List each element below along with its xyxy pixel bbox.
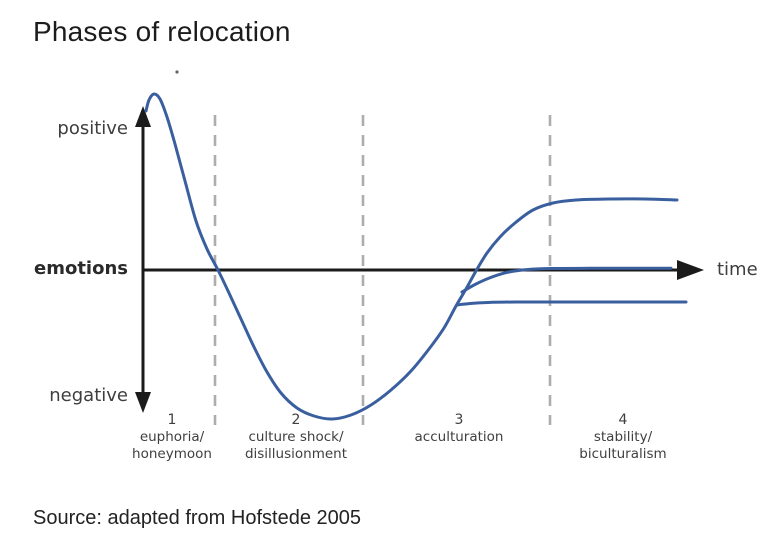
phase-label-line1: stability/ <box>593 429 653 445</box>
phase-1-label: 1 euphoria/ honeymoon <box>92 411 252 462</box>
x-axis-title-time: time <box>717 259 758 280</box>
phase-number: 4 <box>618 412 628 428</box>
phase-3-label: 3 acculturation <box>379 411 539 446</box>
phase-label-line1: culture shock/ <box>248 429 344 445</box>
phase-number: 3 <box>454 412 464 428</box>
source-note: Source: adapted from Hofstede 2005 <box>33 507 361 529</box>
phase-label-line2: disillusionment <box>244 445 348 462</box>
y-axis-label-positive: positive <box>57 118 128 139</box>
phase-number: 1 <box>167 412 177 428</box>
phase-label-line2: biculturalism <box>579 445 667 462</box>
page-title: Phases of relocation <box>33 16 291 47</box>
phase-4-label: 4 stability/ biculturalism <box>543 411 703 462</box>
phase-label-line1: acculturation <box>414 429 504 445</box>
phase-number: 2 <box>291 412 301 428</box>
y-axis-title-emotions: emotions <box>34 258 128 279</box>
phase-2-label: 2 culture shock/ disillusionment <box>216 411 376 462</box>
phase-label-line1: euphoria/ <box>139 429 205 445</box>
phase-label-line2: honeymoon <box>132 445 212 462</box>
y-axis-label-negative: negative <box>49 385 128 406</box>
